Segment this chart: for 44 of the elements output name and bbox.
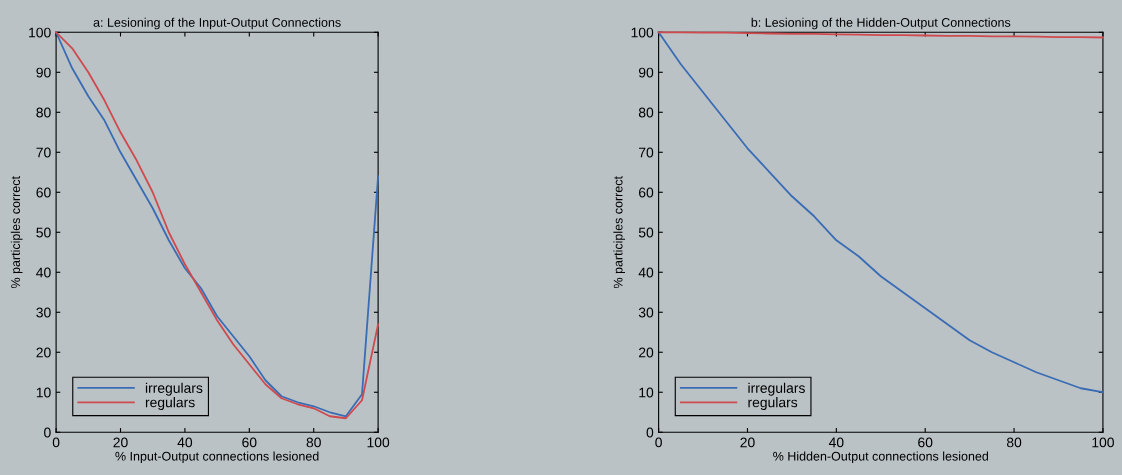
x-tick-label: 40 xyxy=(177,437,193,448)
x-tick-label: 80 xyxy=(306,437,321,448)
x-tick-label: 0 xyxy=(655,437,662,448)
x-tick-label: 100 xyxy=(367,437,390,448)
legend-label: irregulars xyxy=(748,382,805,396)
y-tick-label: 50 xyxy=(638,227,654,238)
y-tick-label: 40 xyxy=(638,267,654,278)
y-tick-label: 80 xyxy=(638,107,654,118)
x-axis-title: % Input-Output connections lesioned xyxy=(115,451,319,464)
x-axis-title: % Hidden-Output connections lesioned xyxy=(773,451,989,464)
x-tick-label: 20 xyxy=(113,437,128,448)
x-tick-label: 20 xyxy=(740,437,755,448)
y-axis-title: % participles correct xyxy=(613,176,626,289)
x-tick-label: 100 xyxy=(1092,437,1114,448)
x-tick-label: 60 xyxy=(242,437,257,448)
y-tick-label: 90 xyxy=(638,67,654,78)
y-tick-label: 0 xyxy=(646,427,654,438)
y-tick-label: 70 xyxy=(639,147,654,158)
y-tick-label: 90 xyxy=(36,67,51,78)
y-tick-label: 60 xyxy=(639,187,654,198)
y-tick-label: 80 xyxy=(36,107,51,118)
y-tick-label: 10 xyxy=(36,387,51,398)
y-tick-label: 10 xyxy=(639,387,654,398)
y-tick-label: 0 xyxy=(44,427,51,438)
x-tick-label: 80 xyxy=(1006,437,1022,448)
y-tick-label: 100 xyxy=(29,27,51,38)
y-tick-label: 30 xyxy=(638,307,654,318)
y-tick-label: 20 xyxy=(639,347,654,358)
legend-label: regulars xyxy=(748,397,798,411)
chart-title: a: Lesioning of the Input-Output Connections xyxy=(93,17,341,30)
y-tick-label: 20 xyxy=(36,347,51,358)
x-tick-label: 40 xyxy=(828,437,844,448)
y-tick-label: 70 xyxy=(36,147,51,158)
legend-label: irregulars xyxy=(145,382,203,396)
y-axis-title: % participles correct xyxy=(10,176,23,289)
x-tick-label: 0 xyxy=(52,437,60,448)
y-tick-label: 50 xyxy=(36,227,51,238)
legend-label: regulars xyxy=(145,397,195,411)
y-tick-label: 30 xyxy=(36,307,51,318)
y-tick-label: 60 xyxy=(36,187,51,198)
y-tick-label: 40 xyxy=(36,267,51,278)
x-tick-label: 60 xyxy=(918,437,933,448)
chart-title: b: Lesioning of the Hidden-Output Connections xyxy=(751,17,1011,30)
y-tick-label: 100 xyxy=(631,27,654,38)
